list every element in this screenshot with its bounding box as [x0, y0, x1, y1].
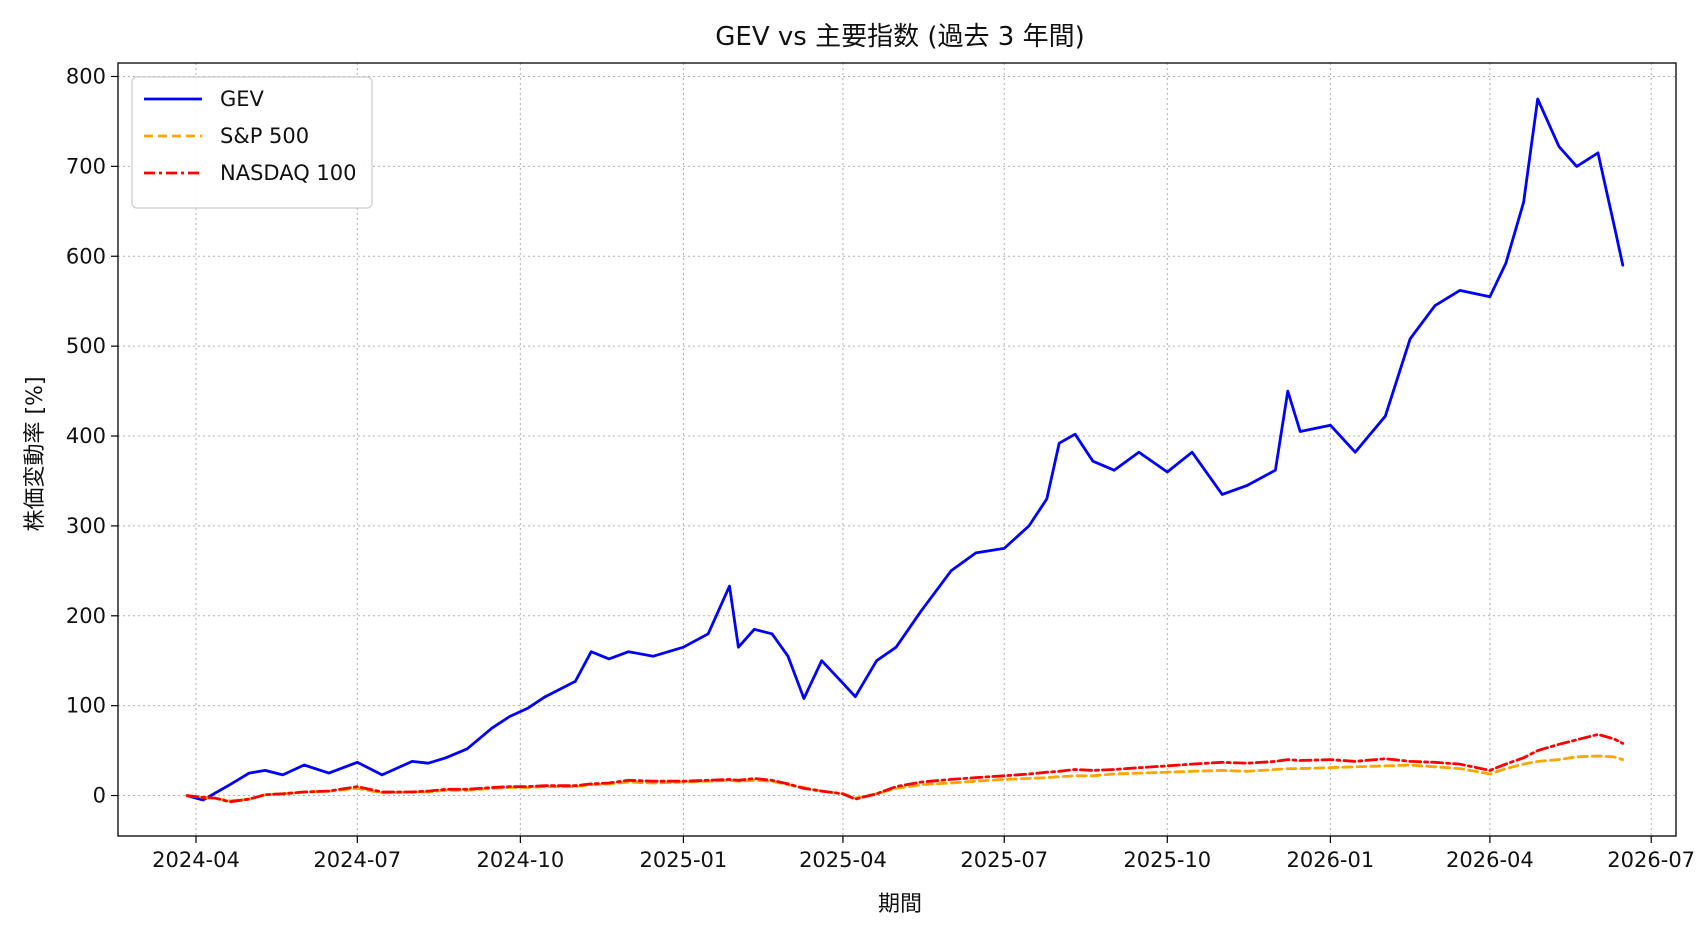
y-tick-label: 200: [66, 604, 106, 628]
legend: GEV S&P 500 NASDAQ 100: [131, 76, 373, 209]
y-tick-label: 400: [66, 424, 106, 448]
grid-lines: [118, 63, 1676, 836]
legend-entry-label: S&P 500: [220, 124, 309, 148]
tick-labels: 2024-04 2024-07 2024-10 2025-01 2025-04 2025-…: [66, 64, 1695, 872]
y-tick-label: 700: [66, 154, 106, 178]
series-layer: [185, 97, 1625, 804]
legend-entry-label: NASDAQ 100: [220, 161, 357, 185]
x-tick-label: 2024-04: [152, 848, 240, 872]
x-tick-label: 2025-10: [1123, 848, 1211, 872]
series-line-s-p-500: [185, 754, 1625, 803]
chart-title: GEV vs 主要指数 (過去 3 年間): [715, 22, 1084, 52]
x-tick-label: 2024-10: [476, 848, 564, 872]
y-tick-label: 600: [66, 244, 106, 268]
x-axis-label: 期間: [878, 892, 922, 917]
y-axis-label: 株価変動率 [%]: [23, 376, 48, 531]
axes: [111, 62, 1677, 843]
y-tick-label: 800: [66, 64, 106, 88]
y-tick-label: 0: [93, 784, 106, 808]
x-tick-label: 2025-01: [640, 848, 728, 872]
y-tick-label: 300: [66, 514, 106, 538]
series-line-gev: [185, 97, 1625, 802]
legend-entry-label: GEV: [220, 87, 265, 111]
series-line-nasdaq-100: [185, 733, 1625, 804]
x-tick-label: 2024-07: [313, 848, 401, 872]
x-tick-label: 2026-04: [1446, 848, 1534, 872]
x-tick-label: 2026-01: [1286, 848, 1374, 872]
y-tick-label: 500: [66, 334, 106, 358]
plot-frame: [117, 62, 1677, 837]
x-tick-label: 2026-07: [1607, 848, 1695, 872]
y-tick-label: 100: [66, 694, 106, 718]
x-tick-label: 2025-04: [799, 848, 887, 872]
legend-box: [131, 76, 373, 209]
x-tick-label: 2025-07: [960, 848, 1048, 872]
